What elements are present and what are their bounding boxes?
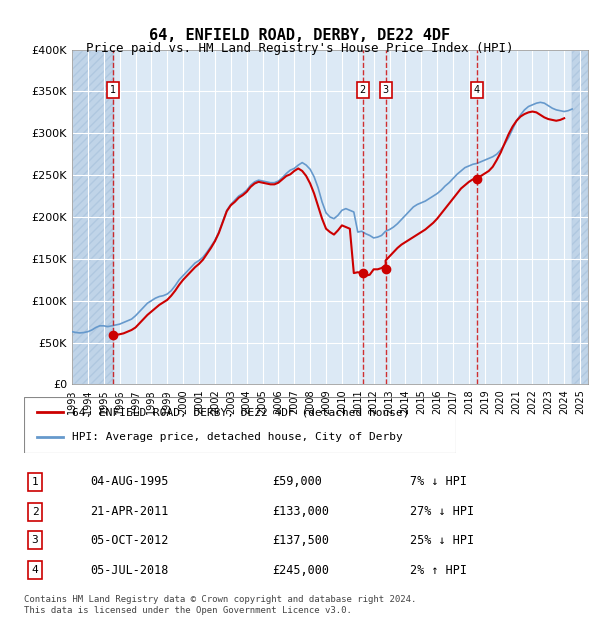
Text: Price paid vs. HM Land Registry's House Price Index (HPI): Price paid vs. HM Land Registry's House … [86,42,514,55]
Bar [72,50,113,384]
Text: 64, ENFIELD ROAD, DERBY, DE22 4DF (detached house): 64, ENFIELD ROAD, DERBY, DE22 4DF (detac… [71,407,409,417]
Text: 7% ↓ HPI: 7% ↓ HPI [410,476,467,488]
Text: 4: 4 [32,565,38,575]
Text: HPI: Average price, detached house, City of Derby: HPI: Average price, detached house, City… [71,432,402,442]
Text: £137,500: £137,500 [272,534,329,547]
Text: 2% ↑ HPI: 2% ↑ HPI [410,564,467,577]
Text: 05-JUL-2018: 05-JUL-2018 [90,564,169,577]
Text: 04-AUG-1995: 04-AUG-1995 [90,476,169,488]
Text: 2: 2 [32,507,38,516]
Text: 2: 2 [359,85,366,95]
Text: 3: 3 [32,535,38,546]
Bar [572,50,588,384]
Text: Contains HM Land Registry data © Crown copyright and database right 2024.
This d: Contains HM Land Registry data © Crown c… [24,595,416,614]
Text: 4: 4 [474,85,480,95]
Bar [572,50,588,384]
Text: £59,000: £59,000 [272,476,322,488]
Text: £245,000: £245,000 [272,564,329,577]
Text: 21-APR-2011: 21-APR-2011 [90,505,169,518]
Text: 1: 1 [32,477,38,487]
Text: 3: 3 [383,85,389,95]
Text: 64, ENFIELD ROAD, DERBY, DE22 4DF: 64, ENFIELD ROAD, DERBY, DE22 4DF [149,28,451,43]
Text: 25% ↓ HPI: 25% ↓ HPI [410,534,475,547]
Bar [72,50,113,384]
Text: 27% ↓ HPI: 27% ↓ HPI [410,505,475,518]
Text: 1: 1 [110,85,116,95]
Text: £133,000: £133,000 [272,505,329,518]
Text: 05-OCT-2012: 05-OCT-2012 [90,534,169,547]
